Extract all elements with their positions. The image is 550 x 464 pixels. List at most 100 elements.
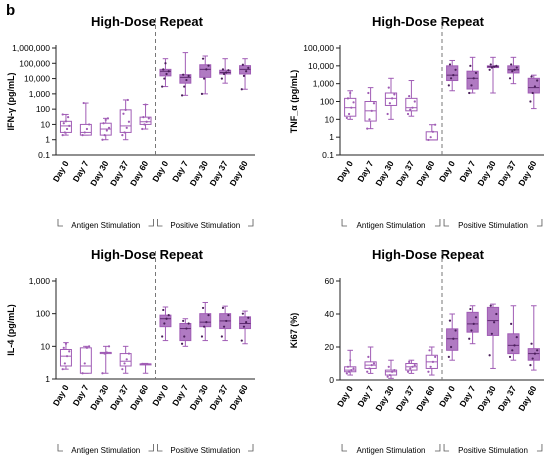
- data-point: [68, 124, 71, 128]
- data-point: [201, 57, 205, 60]
- group-label: Positive Stimulation: [458, 446, 528, 455]
- data-point: [103, 352, 106, 355]
- group-bracket-right: [536, 219, 543, 227]
- y-tick-label: 20: [325, 342, 335, 352]
- box-body: [179, 323, 192, 342]
- y-tick-label: 10,000: [24, 74, 50, 84]
- data-point: [125, 126, 128, 129]
- box-body: [486, 306, 500, 336]
- data-point: [103, 134, 106, 137]
- y-tick-label: 100: [320, 97, 334, 107]
- data-point: [489, 304, 492, 307]
- data-point: [127, 352, 131, 355]
- data-point: [220, 77, 223, 80]
- data-point: [163, 77, 166, 80]
- data-point: [145, 120, 148, 123]
- box-10: [527, 74, 540, 110]
- box-2: [79, 101, 92, 137]
- data-point: [347, 370, 351, 373]
- y-tick-label: 1: [329, 132, 334, 142]
- box-10: [527, 305, 540, 371]
- box-body: [446, 328, 459, 351]
- box-body: [527, 348, 540, 361]
- data-point: [240, 339, 243, 342]
- x-tick-label: Day 0: [51, 159, 71, 184]
- data-point: [182, 319, 185, 323]
- group-bracket-left: [157, 444, 163, 452]
- box-body: [384, 369, 398, 376]
- y-tick-label: 100: [36, 309, 50, 319]
- group-bracket-right: [248, 219, 254, 227]
- y-tick-label: 1: [45, 135, 50, 145]
- group-label: Positive Stimulation: [170, 221, 240, 230]
- data-point: [489, 63, 492, 66]
- data-point: [205, 321, 208, 324]
- x-tick-label: Day 0: [150, 159, 170, 184]
- data-point: [122, 112, 125, 115]
- data-point: [163, 322, 166, 325]
- box-body: [405, 97, 418, 112]
- x-tick-label: Day 60: [414, 159, 437, 188]
- data-point: [531, 91, 534, 95]
- data-point: [161, 85, 164, 88]
- data-point: [221, 306, 225, 310]
- data-point: [162, 308, 165, 312]
- data-point: [434, 123, 437, 126]
- data-point: [105, 129, 108, 132]
- data-point: [101, 372, 104, 375]
- data-point: [121, 134, 124, 137]
- data-point: [167, 314, 170, 317]
- data-point: [180, 94, 184, 97]
- box-1: [344, 90, 357, 120]
- box-body: [425, 131, 438, 141]
- x-tick-label: Day 30: [475, 159, 498, 188]
- y-tick-label: 1,000: [29, 276, 51, 286]
- data-point: [203, 77, 206, 80]
- group-bracket-left: [443, 219, 450, 227]
- data-point: [121, 368, 124, 371]
- data-point: [180, 342, 184, 345]
- box-body: [59, 120, 72, 133]
- box-body: [79, 347, 92, 374]
- box-1: [59, 342, 72, 371]
- y-tick-label: 10,000: [308, 61, 334, 71]
- box-6: [446, 59, 459, 92]
- data-point: [245, 70, 248, 73]
- box-body: [179, 74, 192, 84]
- data-point: [81, 134, 84, 137]
- data-point: [227, 69, 230, 72]
- y-tick-label: 100,000: [303, 43, 334, 53]
- data-point: [222, 72, 226, 76]
- data-point: [221, 68, 225, 71]
- data-point: [124, 108, 127, 111]
- chart-title: High-Dose Repeat: [91, 14, 204, 29]
- data-point: [468, 91, 471, 95]
- data-point: [123, 362, 126, 365]
- data-point: [449, 345, 453, 349]
- box-2: [364, 346, 377, 374]
- data-point: [469, 307, 472, 311]
- data-point: [144, 103, 147, 106]
- data-point: [65, 355, 69, 358]
- data-point: [413, 100, 416, 103]
- box-body: [239, 316, 252, 330]
- box-body: [507, 333, 520, 355]
- data-point: [495, 64, 498, 67]
- x-tick-label: Day 60: [227, 383, 250, 412]
- box-body: [384, 92, 398, 106]
- x-tick-label: Day 37: [496, 159, 519, 188]
- box-5: [425, 346, 438, 376]
- group-bracket-left: [57, 444, 63, 452]
- data-point: [350, 369, 353, 372]
- x-tick-label: Day 37: [496, 384, 519, 413]
- x-tick-label: Day 7: [71, 383, 91, 408]
- y-tick-label: 1: [45, 374, 50, 384]
- data-point: [126, 98, 129, 102]
- box-6: [159, 306, 172, 342]
- box-body: [199, 64, 212, 78]
- data-point: [387, 365, 390, 368]
- data-point: [187, 322, 190, 325]
- data-point: [510, 63, 513, 66]
- data-point: [368, 118, 371, 121]
- box-7: [466, 56, 479, 95]
